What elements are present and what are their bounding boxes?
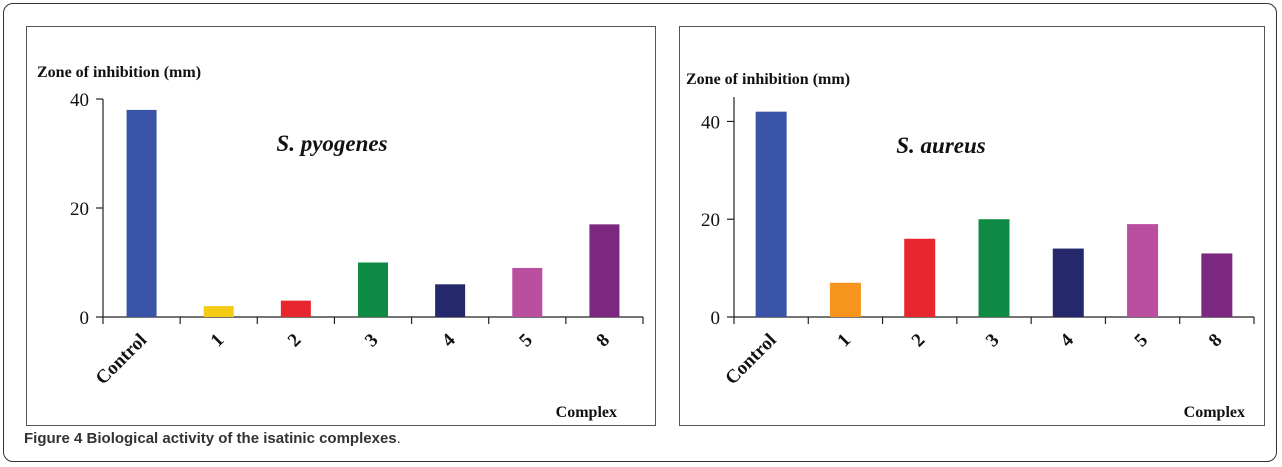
x-tick-label: 3	[361, 330, 383, 352]
figure-caption: Figure 4 Biological activity of the isat…	[24, 430, 401, 447]
chart-panel-s-pyogenes: Zone of inhibition (mm) 0 20 40 Control 1 2 3 4 5…	[26, 26, 656, 426]
bar-3	[358, 262, 388, 317]
species-annotation: S. aureus	[896, 133, 986, 158]
species-annotation: S. pyogenes	[276, 131, 387, 156]
bar-1	[829, 282, 861, 317]
bar-1	[203, 306, 234, 317]
bar-8	[1201, 253, 1233, 317]
y-tick-label: 40	[701, 112, 720, 133]
x-tick-label: 5	[515, 330, 537, 352]
figure-frame: Zone of inhibition (mm) 0 20 40 Control 1 2 3 4 5…	[3, 3, 1277, 462]
chart-panel-s-aureus: Zone of inhibition (mm) 0 20 40 Control 1 2 3 4 5…	[679, 26, 1265, 426]
bar-8	[589, 224, 620, 317]
y-tick-label: 40	[70, 90, 89, 111]
y-tick-label: 0	[711, 308, 721, 329]
bar-5	[1127, 224, 1159, 317]
x-tick-label: 4	[438, 329, 460, 351]
x-tick-label: 8	[1205, 330, 1227, 352]
caption-end: .	[396, 430, 401, 447]
y-axis-label: Zone of inhibition (mm)	[686, 71, 850, 88]
x-axis-label: Complex	[556, 404, 617, 421]
x-tick-label: 2	[908, 330, 930, 352]
caption-title: Biological activity of the isatinic comp…	[86, 430, 397, 447]
x-tick-label: 2	[284, 330, 306, 352]
y-tick-label: 0	[80, 308, 90, 329]
x-axis-label: Complex	[1184, 404, 1245, 421]
x-tick-label: 8	[592, 330, 614, 352]
x-tick-label: 5	[1131, 330, 1153, 352]
caption-label: Figure 4	[24, 430, 83, 447]
bar-4	[1052, 248, 1084, 317]
y-axis-label: Zone of inhibition (mm)	[37, 64, 201, 81]
x-tick-label: 1	[833, 330, 855, 352]
bar-3	[978, 219, 1010, 317]
bar-2	[280, 300, 311, 317]
x-tick-label: Control	[92, 330, 151, 389]
y-tick-label: 20	[70, 199, 89, 220]
bar-4	[435, 284, 466, 317]
bar-chart-s-aureus: Zone of inhibition (mm) 0 20 40 Control 1 2 3 4 5…	[686, 71, 1255, 421]
x-tick-label: 3	[982, 330, 1004, 352]
bar-5	[512, 267, 543, 317]
x-tick-label: 1	[207, 330, 229, 352]
bar-control	[755, 111, 787, 318]
x-tick-label: 4	[1056, 329, 1078, 351]
y-tick-label: 20	[701, 210, 720, 231]
bar-2	[904, 238, 936, 317]
x-tick-label: Control	[721, 330, 780, 389]
bar-control	[126, 109, 157, 318]
bar-chart-s-pyogenes: Zone of inhibition (mm) 0 20 40 Control 1 2 3 4 5…	[37, 64, 644, 421]
